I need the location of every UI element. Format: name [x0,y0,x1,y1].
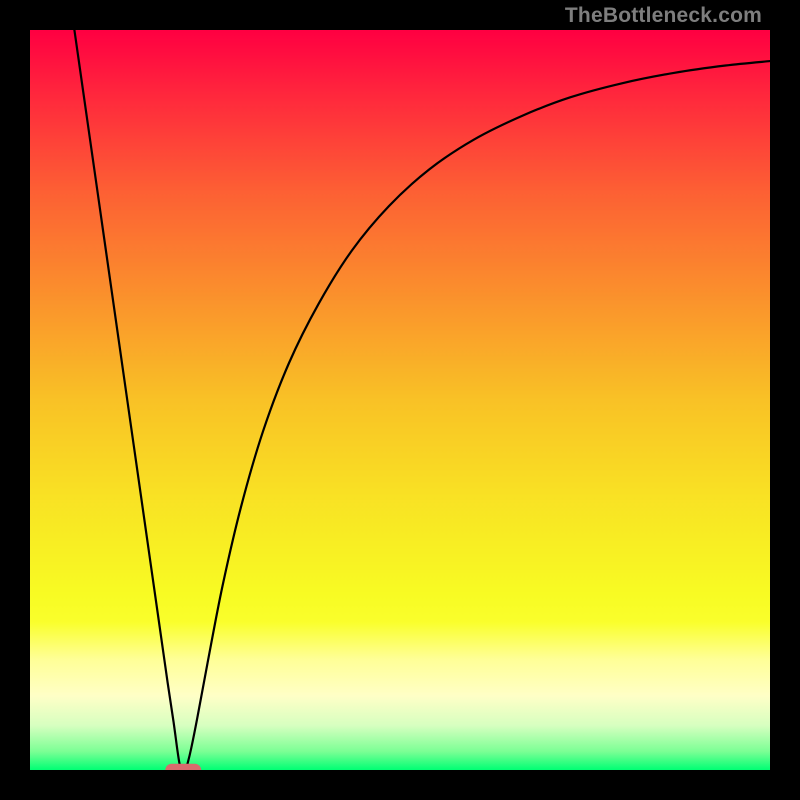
bottleneck-curve [74,30,770,770]
plot-area [30,30,770,770]
chart-frame: TheBottleneck.com [0,0,800,800]
curve-layer [30,30,770,770]
watermark-text: TheBottleneck.com [565,4,762,28]
bottleneck-marker [165,764,201,770]
